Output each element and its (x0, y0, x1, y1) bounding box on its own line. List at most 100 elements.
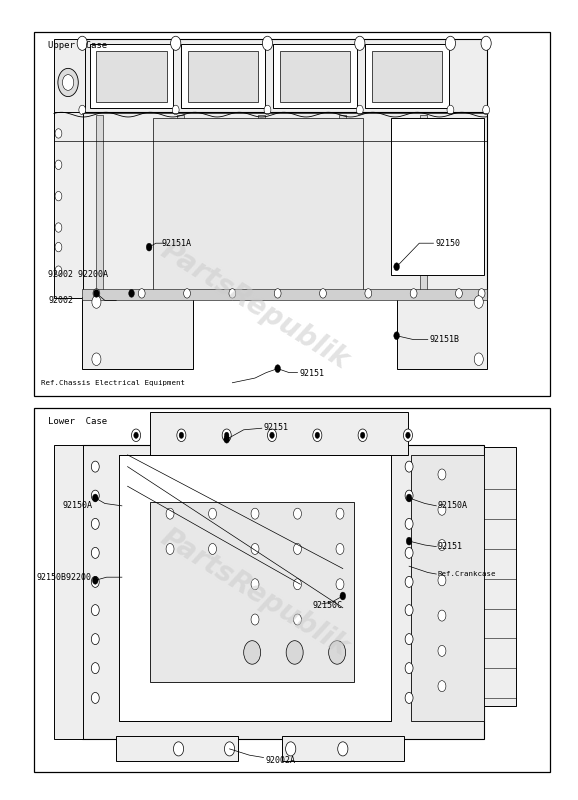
Bar (282, 735, 404, 761)
Text: 92150C: 92150C (313, 601, 343, 610)
Circle shape (262, 36, 273, 50)
Circle shape (394, 262, 399, 270)
Circle shape (179, 432, 184, 438)
Circle shape (77, 36, 87, 50)
Circle shape (340, 592, 346, 600)
Circle shape (166, 508, 174, 519)
Circle shape (93, 289, 100, 298)
Circle shape (171, 36, 181, 50)
Bar (34, 408, 550, 773)
Circle shape (329, 641, 346, 664)
Circle shape (55, 160, 62, 170)
Circle shape (62, 74, 74, 90)
Circle shape (94, 290, 99, 298)
Bar (54, 112, 83, 298)
Circle shape (438, 681, 446, 692)
Circle shape (405, 547, 413, 558)
Text: 92151: 92151 (264, 423, 288, 432)
Circle shape (229, 289, 236, 298)
Circle shape (445, 36, 455, 50)
Circle shape (270, 432, 275, 438)
Circle shape (438, 504, 446, 515)
Bar (177, 115, 184, 294)
Text: 92002 92200A: 92002 92200A (49, 270, 108, 279)
Text: PartsRepublik: PartsRepublik (155, 237, 354, 375)
Bar (420, 115, 427, 294)
Circle shape (91, 634, 99, 645)
Text: 92151: 92151 (438, 542, 462, 551)
Bar (97, 115, 103, 294)
Circle shape (275, 289, 281, 298)
Text: 92002: 92002 (49, 296, 73, 305)
Circle shape (55, 191, 62, 201)
Circle shape (474, 296, 483, 308)
Bar (150, 502, 354, 682)
Circle shape (405, 490, 413, 501)
Text: 92151B: 92151B (429, 335, 460, 344)
Circle shape (91, 693, 99, 703)
Circle shape (360, 432, 365, 438)
Circle shape (58, 68, 78, 97)
Text: 92150A: 92150A (438, 502, 468, 510)
Bar (82, 445, 484, 738)
Circle shape (146, 243, 152, 251)
Text: Ref.Crankcase: Ref.Crankcase (438, 571, 496, 577)
Bar (181, 44, 265, 108)
Circle shape (447, 106, 454, 114)
Circle shape (129, 290, 134, 298)
Circle shape (251, 508, 259, 519)
Bar (258, 115, 265, 294)
Circle shape (405, 605, 413, 616)
Bar (54, 39, 85, 114)
Bar (372, 51, 442, 102)
Circle shape (172, 106, 179, 114)
Text: 92002A: 92002A (265, 756, 295, 765)
Circle shape (91, 490, 99, 501)
Circle shape (166, 543, 174, 554)
Circle shape (173, 742, 184, 756)
Circle shape (286, 742, 296, 756)
Circle shape (405, 693, 413, 703)
Circle shape (91, 547, 99, 558)
Circle shape (91, 518, 99, 530)
Text: Ref.Chassis Electrical Equipment: Ref.Chassis Electrical Equipment (42, 380, 186, 386)
Circle shape (355, 36, 365, 50)
Text: 92151A: 92151A (162, 238, 191, 248)
Bar (82, 112, 487, 298)
Circle shape (478, 289, 485, 298)
Circle shape (405, 662, 413, 674)
Circle shape (365, 289, 372, 298)
Circle shape (134, 432, 138, 438)
Circle shape (244, 641, 261, 664)
Circle shape (55, 223, 62, 232)
Circle shape (336, 578, 344, 590)
Bar (34, 31, 550, 396)
Bar (397, 297, 487, 369)
Bar (82, 289, 487, 300)
Text: Upper  Case: Upper Case (49, 41, 108, 50)
Circle shape (438, 610, 446, 621)
Circle shape (294, 578, 302, 590)
Bar (82, 39, 487, 114)
Circle shape (268, 429, 276, 442)
Bar (90, 44, 173, 108)
Circle shape (251, 578, 259, 590)
Bar (153, 118, 362, 292)
Circle shape (315, 432, 320, 438)
Circle shape (286, 641, 303, 664)
Bar (119, 455, 391, 722)
Circle shape (438, 469, 446, 480)
Circle shape (405, 461, 413, 472)
Circle shape (92, 296, 101, 308)
Circle shape (405, 518, 413, 530)
Circle shape (405, 634, 413, 645)
Circle shape (79, 106, 86, 114)
Circle shape (394, 332, 399, 340)
Text: 92151: 92151 (299, 369, 324, 378)
Bar (97, 51, 166, 102)
Circle shape (222, 429, 231, 442)
Bar (365, 44, 449, 108)
Circle shape (403, 429, 413, 442)
Circle shape (474, 353, 483, 366)
Circle shape (357, 106, 363, 114)
